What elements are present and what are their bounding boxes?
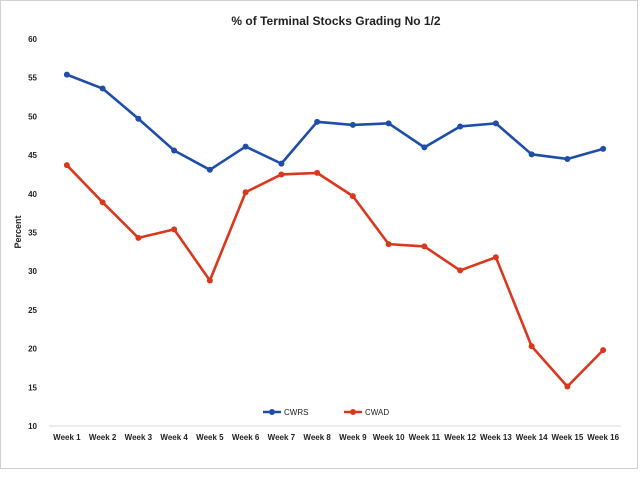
data-point-cwrs xyxy=(421,144,428,151)
y-axis-ticks: 10 15 20 25 30 35 40 45 50 55 60 xyxy=(28,35,37,431)
legend-marker-cwad xyxy=(350,409,356,415)
chart-frame: % of Terminal Stocks Grading No 1/2 Perc… xyxy=(0,0,638,469)
x-tick-label: Week 8 xyxy=(303,433,331,442)
legend: CWRS CWAD xyxy=(263,408,389,417)
data-point-cwad xyxy=(564,383,571,390)
data-point-cwrs xyxy=(278,160,285,167)
x-tick-label: Week 10 xyxy=(373,433,405,442)
data-point-cwad xyxy=(278,171,285,178)
y-tick-label: 40 xyxy=(28,190,37,199)
data-point-cwrs xyxy=(63,71,70,78)
x-tick-label: Week 6 xyxy=(232,433,260,442)
legend-marker-cwrs xyxy=(269,409,275,415)
x-tick-label: Week 11 xyxy=(409,433,441,442)
y-tick-label: 50 xyxy=(28,112,37,121)
data-point-cwad xyxy=(349,193,356,200)
x-tick-label: Week 15 xyxy=(551,433,583,442)
data-point-cwrs xyxy=(600,145,607,152)
data-point-cwad xyxy=(421,243,428,250)
data-point-cwad xyxy=(492,254,499,261)
x-tick-label: Week 2 xyxy=(89,433,117,442)
data-point-cwrs xyxy=(206,166,213,173)
x-tick-label: Week 13 xyxy=(480,433,512,442)
x-tick-label: Week 4 xyxy=(160,433,188,442)
chart-title: % of Terminal Stocks Grading No 1/2 xyxy=(231,14,440,28)
data-point-cwad xyxy=(600,347,607,354)
data-point-cwad xyxy=(314,169,321,176)
data-point-cwrs xyxy=(171,147,178,154)
y-tick-label: 35 xyxy=(28,229,37,238)
data-point-cwrs xyxy=(242,143,249,150)
line-chart: % of Terminal Stocks Grading No 1/2 Perc… xyxy=(13,14,621,442)
data-point-cwrs xyxy=(135,115,142,122)
x-tick-label: Week 14 xyxy=(516,433,548,442)
series-line-cwad xyxy=(65,164,605,388)
y-tick-label: 30 xyxy=(28,267,37,276)
data-point-cwad xyxy=(385,241,392,248)
data-point-cwad xyxy=(135,234,142,241)
data-point-cwrs xyxy=(349,121,356,128)
data-point-cwrs xyxy=(528,151,535,158)
x-tick-label: Week 9 xyxy=(339,433,367,442)
x-tick-label: Week 3 xyxy=(125,433,153,442)
data-point-cwrs xyxy=(564,155,571,162)
data-point-cwad xyxy=(457,267,464,274)
y-axis-label: Percent xyxy=(13,215,23,248)
data-point-cwrs xyxy=(457,123,464,130)
data-point-cwad xyxy=(528,343,535,350)
y-tick-label: 25 xyxy=(28,306,37,315)
x-axis-ticks: Week 1 Week 2 Week 3 Week 4 Week 5 Week 6 Week… xyxy=(53,433,619,442)
data-point-cwad xyxy=(63,162,70,169)
y-tick-label: 55 xyxy=(28,74,37,83)
y-tick-label: 10 xyxy=(28,422,37,431)
y-tick-label: 20 xyxy=(28,345,37,354)
data-point-cwrs xyxy=(492,120,499,127)
data-point-cwad xyxy=(206,277,213,284)
legend-label-cwrs: CWRS xyxy=(284,408,308,417)
data-point-cwrs xyxy=(314,118,321,125)
data-point-cwrs xyxy=(385,120,392,127)
x-tick-label: Week 12 xyxy=(444,433,476,442)
data-point-cwrs xyxy=(99,85,106,92)
y-tick-label: 15 xyxy=(28,383,37,392)
data-point-cwad xyxy=(242,189,249,196)
x-tick-label: Week 5 xyxy=(196,433,224,442)
y-tick-label: 60 xyxy=(28,35,37,44)
x-tick-label: Week 7 xyxy=(268,433,296,442)
series-line-cwrs xyxy=(66,73,604,172)
legend-label-cwad: CWAD xyxy=(365,408,389,417)
x-tick-label: Week 16 xyxy=(587,433,619,442)
data-point-cwad xyxy=(171,226,178,233)
data-point-cwad xyxy=(99,199,106,206)
y-tick-label: 45 xyxy=(28,151,37,160)
x-tick-label: Week 1 xyxy=(53,433,81,442)
series-layer xyxy=(63,71,607,390)
